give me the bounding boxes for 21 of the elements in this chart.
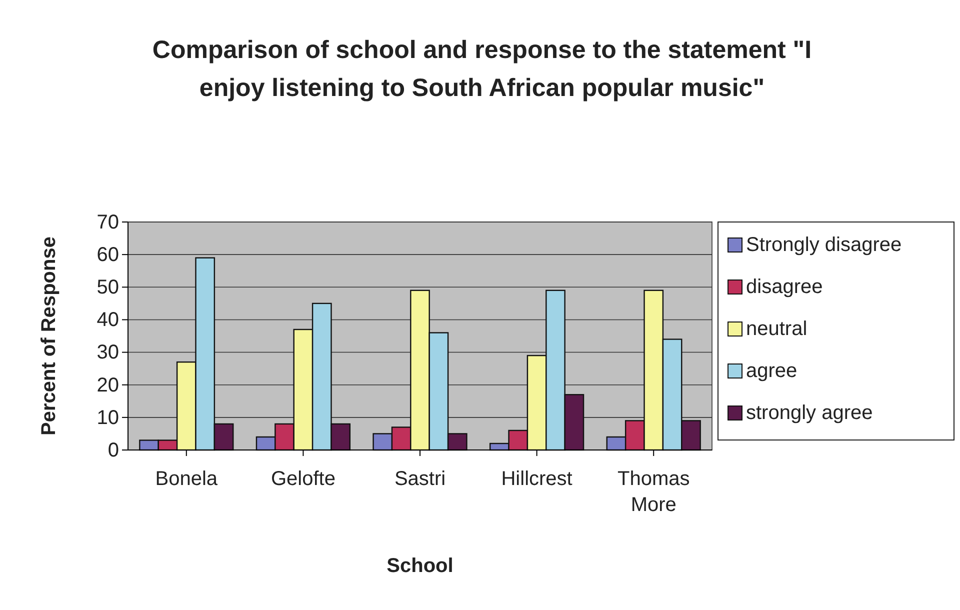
x-axis-title: School: [386, 555, 454, 577]
y-tick-label: 30: [96, 342, 119, 364]
y-tick-label: 40: [96, 309, 119, 332]
x-tick-label: Thomas More: [617, 468, 690, 516]
y-tick-label: 60: [96, 244, 119, 266]
chart-title: Comparison of school and response to the statement "I enjoy listening to South African popular music": [152, 36, 812, 102]
legend-label: agree: [746, 360, 798, 382]
y-tick-label: 0: [108, 439, 119, 462]
x-tick-label: Bonela: [155, 468, 218, 490]
x-tick-label: Gelofte: [270, 468, 336, 490]
legend-label: Strongly disagree: [746, 234, 902, 256]
legend-label: disagree: [746, 276, 823, 298]
legend-label: strongly agree: [746, 402, 873, 424]
y-axis-title: Percent of Response: [38, 236, 60, 436]
x-tick-label: Sastri: [394, 468, 446, 490]
x-tick-label: Hillcrest: [501, 468, 573, 490]
y-tick-label: 20: [96, 374, 119, 396]
y-tick-label: 50: [96, 276, 119, 299]
y-tick-label: 70: [96, 211, 119, 234]
y-tick-label: 10: [96, 406, 119, 429]
legend-label: neutral: [746, 318, 808, 340]
